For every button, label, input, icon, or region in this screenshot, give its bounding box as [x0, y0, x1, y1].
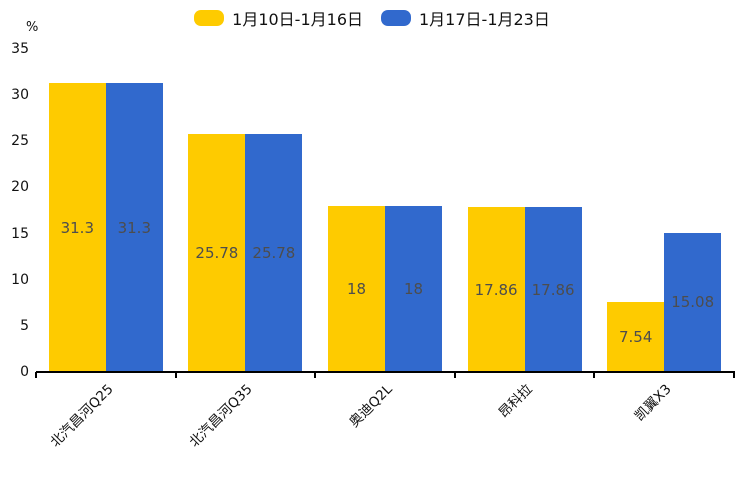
legend-label-week1: 1月10日-1月16日 — [232, 10, 363, 29]
plot-area: 31.3 31.3 25.78 25.78 18 18 17.86 17.86 7.54 15.0… — [36, 49, 734, 372]
legend-swatch-week1 — [194, 10, 225, 26]
bar-series2-北汽昌河Q25[interactable]: 31.3 — [105, 83, 163, 372]
bar-series2-昂科拉[interactable]: 17.86 — [524, 207, 582, 372]
x-axis-line — [36, 371, 735, 373]
axis-tick — [35, 372, 37, 378]
legend-label-week2: 1月17日-1月23日 — [419, 10, 550, 29]
bar-value-label: 31.3 — [60, 218, 94, 237]
y-axis-tick-label: 35 — [11, 41, 29, 57]
bar-series1-昂科拉[interactable]: 17.86 — [467, 207, 525, 372]
y-axis-tick-label: 10 — [11, 271, 29, 288]
bar-series2-凯翼X3[interactable]: 15.08 — [664, 232, 722, 372]
y-axis-tick-label: 25 — [11, 133, 29, 150]
bar-series2-奥迪Q2L[interactable]: 18 — [385, 205, 442, 372]
bar-value-label: 18 — [346, 279, 367, 298]
bar-value-label: 25.78 — [252, 244, 296, 263]
x-axis-label-北汽昌河Q35: 北汽昌河Q35 — [186, 381, 256, 451]
bar-value-label: 25.78 — [195, 244, 239, 263]
y-axis-tick-label: 15 — [11, 225, 29, 242]
axis-tick — [733, 372, 735, 378]
axis-tick — [314, 372, 317, 378]
y-axis-tick-label: 5 — [20, 317, 29, 334]
bar-series1-北汽昌河Q35[interactable]: 25.78 — [188, 134, 246, 372]
bar-series1-奥迪Q2L[interactable]: 18 — [328, 205, 385, 372]
bar-value-label: 17.86 — [531, 280, 575, 299]
bar-value-label: 31.3 — [117, 218, 151, 237]
axis-tick — [593, 372, 596, 378]
legend-item-week2[interactable]: 1月17日-1月23日 — [381, 6, 550, 30]
legend: 1月10日-1月16日 1月17日-1月23日 — [0, 6, 744, 30]
axis-tick — [453, 372, 456, 378]
y-axis-tick-label: 0 — [20, 364, 29, 380]
bar-value-label: 17.86 — [474, 280, 518, 299]
x-axis-label-凯翼X3: 凯翼X3 — [631, 381, 675, 425]
bar-series1-北汽昌河Q25[interactable]: 31.3 — [48, 83, 106, 372]
bar-value-label: 7.54 — [618, 328, 653, 347]
bar-series2-北汽昌河Q35[interactable]: 25.78 — [245, 134, 303, 372]
bar-series1-凯翼X3[interactable]: 7.54 — [607, 302, 665, 372]
x-axis-label-北汽昌河Q25: 北汽昌河Q25 — [47, 381, 117, 451]
x-axis-label-奥迪Q2L: 奥迪Q2L — [346, 381, 396, 431]
x-axis-label-昂科拉: 昂科拉 — [495, 381, 536, 422]
bar-value-label: 18 — [403, 279, 424, 298]
legend-swatch-week2 — [381, 10, 411, 26]
axis-tick — [174, 372, 177, 378]
bar-value-label: 15.08 — [671, 293, 715, 312]
y-axis-tick-label: 30 — [11, 87, 29, 104]
y-axis-tick-label: 20 — [11, 179, 29, 196]
legend-item-week1[interactable]: 1月10日-1月16日 — [194, 6, 363, 30]
y-axis-unit-label: % — [26, 20, 39, 35]
